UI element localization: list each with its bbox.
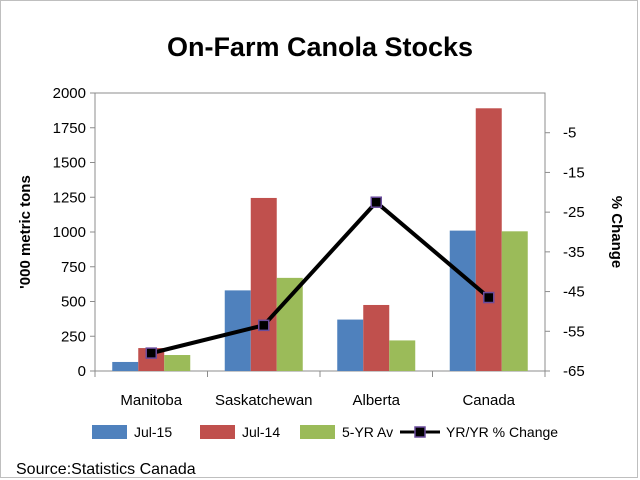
bar [138, 348, 165, 371]
legend-label: Jul-15 [134, 424, 172, 440]
line-point [258, 319, 270, 332]
y-tick-label: 2000 [53, 85, 86, 102]
y-tick-label: 1500 [53, 155, 86, 172]
legend-label: 5-YR Av [342, 424, 393, 440]
x-tick-label: Alberta [352, 392, 400, 409]
y-tick-label: 750 [61, 259, 86, 276]
legend-label: Jul-14 [242, 424, 280, 440]
source-note: Source:Statistics Canada [16, 461, 196, 478]
bar [449, 230, 476, 371]
y-tick-label: 1000 [53, 224, 86, 241]
x-tick-label: Manitoba [120, 392, 182, 409]
legend-swatch [300, 425, 335, 439]
y-axis-label: '000 metric tons [17, 175, 34, 289]
y-tick-label: 500 [61, 294, 86, 311]
bar [276, 277, 303, 371]
line-point [370, 196, 382, 208]
bar [337, 319, 364, 371]
plot-area: 0 250 500 750 1000 1250 1500 1750 2000 -65 -55 -45 -… [53, 85, 585, 409]
y2-axis-label: % Change [608, 196, 625, 269]
y-tick-label: 0 [78, 363, 86, 380]
bar [501, 231, 528, 371]
y2-tick-label: -45 [563, 284, 585, 301]
legend: Jul-15 Jul-14 5-YR Av YR/YR % Change [92, 424, 558, 440]
legend-label: YR/YR % Change [446, 424, 558, 440]
legend-marker [414, 426, 426, 438]
chart-title: On-Farm Canola Stocks [167, 32, 473, 62]
bar [389, 340, 416, 371]
bar [164, 355, 191, 371]
y-tick-label: 1750 [53, 120, 86, 137]
line-point [145, 347, 157, 359]
bar [112, 361, 139, 371]
y2-tick-label: -65 [563, 363, 585, 380]
bar [363, 304, 390, 371]
y2-tick-label: -35 [563, 244, 585, 261]
legend-swatch [200, 425, 235, 439]
y2-tick-label: -55 [563, 323, 585, 340]
x-tick-label: Saskatchewan [215, 392, 313, 409]
legend-swatch [92, 425, 127, 439]
y2-tick-label: -5 [563, 125, 576, 142]
line-point [483, 291, 495, 304]
series-line-yr-yr [150, 200, 491, 356]
bar [475, 108, 502, 371]
x-tick-label: Canada [462, 392, 515, 409]
y2-tick-label: -15 [563, 164, 585, 181]
y-tick-label: 250 [61, 328, 86, 345]
y2-tick-label: -25 [563, 204, 585, 221]
y-tick-label: 1250 [53, 189, 86, 206]
bar [250, 197, 277, 371]
